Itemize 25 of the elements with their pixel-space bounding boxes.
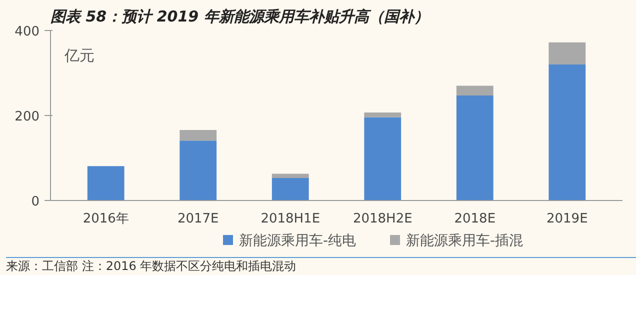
bar	[180, 130, 217, 141]
y-tick-label: 0	[31, 194, 40, 210]
x-tick-label: 2018E	[454, 212, 496, 226]
bar	[456, 96, 494, 200]
bar	[548, 64, 586, 200]
bar	[456, 86, 494, 96]
legend-label: 新能源乘用车-插混	[406, 233, 524, 249]
bar	[272, 178, 309, 200]
legend-label: 新能源乘用车-纯电	[238, 233, 356, 249]
y-axis-title: 亿元	[63, 46, 94, 64]
chart-title: 图表 58：预计 2019 年新能源乘用车补贴升高（国补）	[50, 8, 429, 26]
x-tick-label: 2017E	[177, 212, 219, 226]
bar	[548, 42, 586, 64]
x-tick-label: 2018H2E	[352, 212, 412, 226]
bar	[364, 112, 402, 118]
x-tick-label: 2016年	[82, 212, 129, 226]
bar	[272, 174, 309, 178]
bar	[87, 166, 124, 200]
x-tick-label: 2019E	[546, 212, 588, 226]
source-note: 来源：工信部 注：2016 年数据不区分纯电和插电混动	[6, 258, 296, 275]
y-tick-label: 200	[14, 110, 40, 124]
y-tick-label: 400	[14, 24, 40, 40]
bar	[180, 140, 217, 200]
x-tick-label: 2018H1E	[260, 212, 320, 226]
bar	[364, 117, 402, 200]
